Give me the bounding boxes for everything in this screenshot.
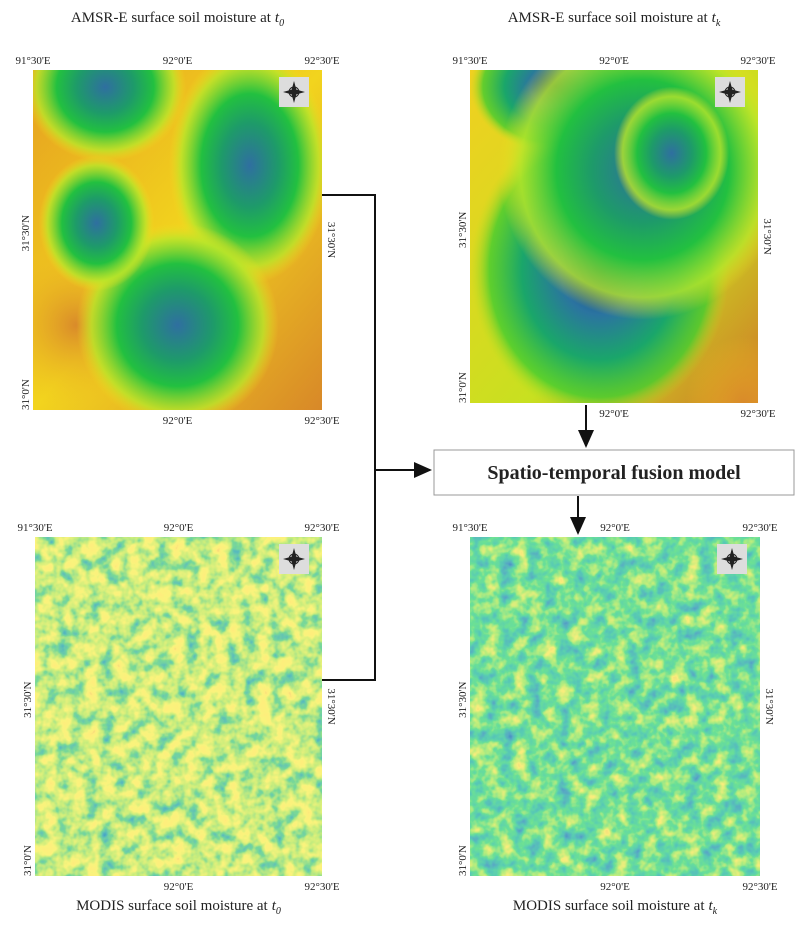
compass-icon [279, 77, 309, 107]
lon-label: 92°0'E [164, 881, 194, 893]
lon-label: 92°0'E [600, 522, 630, 534]
lon-label: 92°30'E [304, 522, 339, 534]
lon-label: 92°30'E [304, 415, 339, 427]
bracket [322, 195, 375, 680]
title-text: MODIS surface soil moisture at [76, 898, 268, 914]
lon-label: 92°30'E [740, 408, 775, 420]
lat-label: 31°30'N [325, 688, 337, 724]
map [470, 537, 760, 876]
map [470, 20, 797, 470]
lat-label: 31°0'N [22, 845, 34, 876]
title-text: MODIS surface soil moisture at [513, 898, 705, 914]
moisture-zone [39, 155, 155, 291]
moisture-zone [24, 12, 186, 162]
compass-icon [717, 544, 747, 574]
title-time-sub: 0 [276, 906, 281, 917]
moisture-zone [614, 87, 729, 220]
lon-label: 92°30'E [742, 522, 777, 534]
title-time-sub: k [713, 906, 718, 917]
lon-label: 92°30'E [742, 881, 777, 893]
map-texture [35, 537, 322, 876]
lat-label: 31°30'N [22, 682, 34, 718]
lon-label: 92°30'E [304, 55, 339, 67]
lon-label: 91°30'E [15, 55, 50, 67]
map [0, 12, 331, 427]
fusion-label: Spatio-temporal fusion model [487, 462, 741, 484]
title-text: AMSR-E surface soil moisture at [71, 10, 272, 26]
lon-label: 91°30'E [17, 522, 52, 534]
compass-icon [715, 77, 745, 107]
lon-label: 92°30'E [304, 881, 339, 893]
map-texture [470, 537, 760, 876]
page: {"panels": [ {"title": "AMSR-E surface s… [0, 0, 797, 931]
lat-label: 31°0'N [457, 372, 469, 403]
figure: AMSR-E surface soil moisture att0 91°30'E… [0, 0, 797, 931]
map [35, 537, 322, 876]
lon-label: 92°0'E [599, 408, 629, 420]
lat-label: 31°30'N [763, 688, 775, 724]
lon-label: 92°30'E [740, 55, 775, 67]
title-text: AMSR-E surface soil moisture at [508, 10, 709, 26]
lat-label: 31°30'N [457, 212, 469, 248]
lon-label: 92°0'E [163, 55, 193, 67]
title-time-sub: k [716, 18, 721, 29]
lon-label: 91°30'E [452, 55, 487, 67]
lat-label: 31°0'N [20, 379, 32, 410]
title-time-sub: 0 [279, 18, 284, 29]
lon-label: 91°30'E [452, 522, 487, 534]
lon-label: 92°0'E [599, 55, 629, 67]
lon-label: 92°0'E [163, 415, 193, 427]
lat-label: 31°30'N [325, 222, 337, 258]
lat-label: 31°30'N [20, 215, 32, 251]
lon-label: 92°0'E [600, 881, 630, 893]
lat-label: 31°30'N [761, 218, 773, 254]
lon-label: 92°0'E [164, 522, 194, 534]
lat-label: 31°30'N [457, 682, 469, 718]
compass-icon [279, 544, 309, 574]
lat-label: 31°0'N [457, 845, 469, 876]
